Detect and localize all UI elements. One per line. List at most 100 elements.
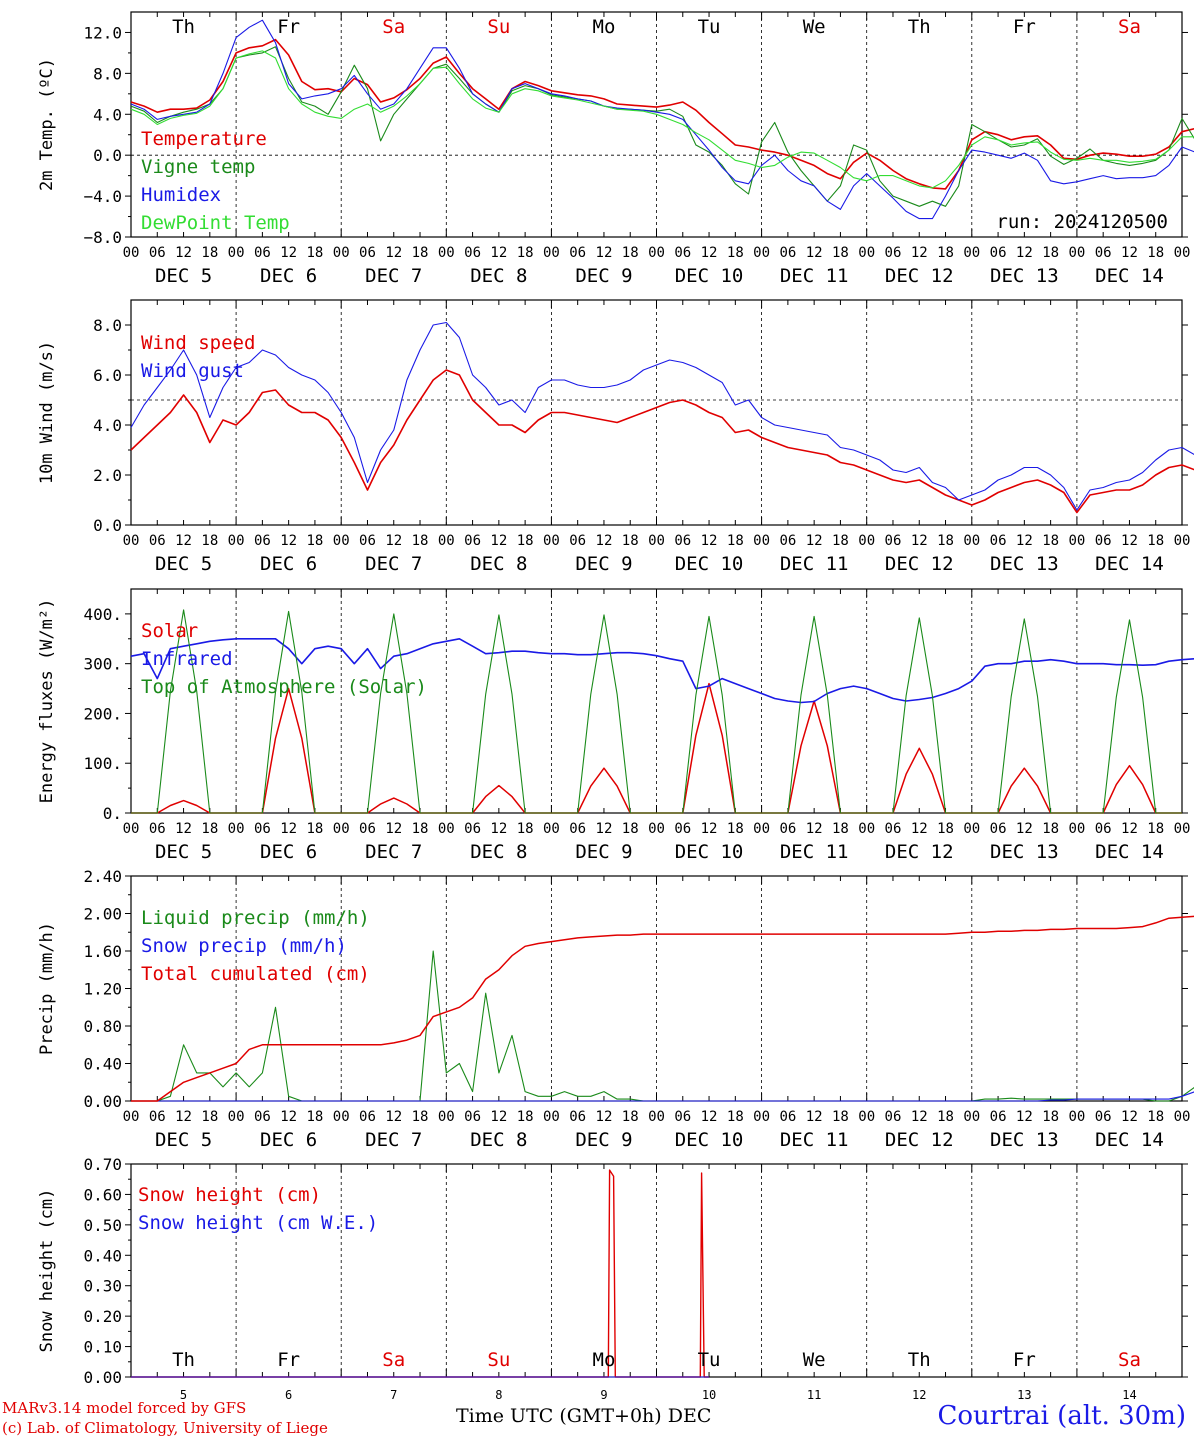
y-tick-label: 0.70: [83, 1155, 122, 1174]
y-tick-label: 1.20: [83, 980, 122, 999]
date-label: DEC 11: [780, 265, 849, 287]
hour-tick-label: 12: [701, 533, 718, 549]
weekday-label: Su: [487, 1349, 510, 1371]
hour-tick-label: 06: [990, 821, 1007, 837]
hour-tick-label: 12: [280, 245, 297, 261]
hour-tick-label: 12: [1016, 533, 1033, 549]
hour-tick-label: 00: [123, 533, 140, 549]
hour-tick-label: 12: [490, 245, 507, 261]
hour-tick-label: 18: [1147, 821, 1164, 837]
hour-tick-label: 00: [963, 533, 980, 549]
hour-tick-label: 12: [1016, 1109, 1033, 1125]
date-label: DEC 8: [470, 841, 527, 863]
y-tick-label: 1.60: [83, 942, 122, 961]
y-tick-label: 4.0: [93, 416, 122, 435]
hour-tick-label: 06: [149, 821, 166, 837]
hour-tick-label: 00: [648, 1109, 665, 1125]
hour-tick-label: 06: [359, 821, 376, 837]
hour-tick-label: 06: [674, 245, 691, 261]
date-label: DEC 13: [990, 841, 1059, 863]
day-number-label: 10: [702, 1388, 716, 1402]
hour-tick-label: 12: [596, 1109, 613, 1125]
y-tick-label: 2.0: [93, 466, 122, 485]
hour-tick-label: 12: [280, 533, 297, 549]
hour-tick-label: 00: [858, 1109, 875, 1125]
hour-tick-label: 18: [1042, 821, 1059, 837]
weekday-label: Mo: [593, 16, 616, 38]
hour-tick-label: 12: [701, 245, 718, 261]
weekday-label: Th: [908, 16, 931, 38]
legend-entry: Solar: [141, 620, 198, 642]
weekday-label: Fr: [277, 1349, 300, 1371]
hour-tick-label: 18: [517, 1109, 534, 1125]
model-credit-line: MARv3.14 model forced by GFS: [2, 1399, 247, 1417]
panel-wind: 0.0 2.0 4.0 6.0 8.0 10m Wind (m/s) Wind speed W…: [37, 299, 1194, 575]
hour-tick-label: 18: [622, 1109, 639, 1125]
y-tick-label: 0.20: [83, 1307, 122, 1326]
hour-tick-label: 18: [517, 821, 534, 837]
hour-tick-label: 18: [937, 821, 954, 837]
hour-tick-label: 06: [779, 533, 796, 549]
hour-tick-label: 12: [385, 533, 402, 549]
date-label: DEC 5: [155, 265, 212, 287]
hour-tick-label: 18: [1042, 1109, 1059, 1125]
date-label: DEC 8: [470, 265, 527, 287]
date-label: DEC 10: [675, 1129, 744, 1151]
hour-tick-label: 00: [648, 245, 665, 261]
hour-tick-label: 12: [911, 1109, 928, 1125]
hour-tick-label: 00: [963, 821, 980, 837]
panel-temp: −8.0 −4.0 0.0 4.0 8.0 12.0 2m Temp. (ºC) Temper…: [37, 11, 1194, 287]
date-label: DEC 5: [155, 841, 212, 863]
hour-tick-label: 18: [937, 533, 954, 549]
hour-tick-label: 06: [254, 1109, 271, 1125]
date-label: DEC 9: [575, 1129, 632, 1151]
hour-tick-label: 00: [1068, 533, 1085, 549]
hour-tick-label: 00: [438, 245, 455, 261]
weekday-label: We: [803, 16, 826, 38]
hour-tick-label: 06: [1095, 821, 1112, 837]
y-tick-label: 4.0: [93, 105, 122, 124]
date-label: DEC 5: [155, 553, 212, 575]
panel-precip: 0.00 0.40 0.80 1.20 1.60 2.00 2.40 Precip (mm/h…: [37, 867, 1194, 1151]
hour-tick-label: 18: [1147, 1109, 1164, 1125]
hour-tick-label: 18: [832, 245, 849, 261]
y-axis-title: 2m Temp. (ºC): [37, 58, 57, 191]
y-tick-label: 0.: [103, 804, 122, 823]
date-label: DEC 14: [1095, 1129, 1164, 1151]
hour-tick-label: 18: [1147, 245, 1164, 261]
y-axis-title: Energy fluxes (W/m²): [37, 599, 57, 804]
weekday-label: Sa: [1118, 16, 1141, 38]
weekday-label: Su: [487, 16, 510, 38]
y-tick-label: 8.0: [93, 64, 122, 83]
hour-tick-label: 12: [385, 821, 402, 837]
date-label: DEC 12: [885, 1129, 954, 1151]
panel-energy: 0. 100. 200. 300. 400. Energy fluxes (W/m²) So…: [37, 588, 1194, 863]
hour-tick-label: 18: [727, 1109, 744, 1125]
y-tick-label: −4.0: [83, 187, 122, 206]
hour-tick-label: 12: [596, 821, 613, 837]
day-number-label: 9: [600, 1388, 607, 1402]
date-label: DEC 13: [990, 553, 1059, 575]
weekday-label: Tu: [698, 16, 721, 38]
day-number-label: 7: [390, 1388, 397, 1402]
day-number-label: 5: [180, 1388, 187, 1402]
hour-tick-label: 18: [937, 245, 954, 261]
hour-tick-label: 06: [254, 245, 271, 261]
hour-tick-label: 12: [1121, 821, 1138, 837]
hour-tick-label: 06: [464, 533, 481, 549]
hour-tick-label: 12: [175, 245, 192, 261]
y-tick-label: 0.0: [93, 146, 122, 165]
hour-tick-label: 00: [1174, 245, 1191, 261]
date-label: DEC 13: [990, 1129, 1059, 1151]
hour-tick-label: 00: [1174, 1109, 1191, 1125]
hour-tick-label: 00: [333, 533, 350, 549]
legend-entry: Humidex: [141, 184, 221, 206]
run-label: run: 2024120500: [996, 211, 1168, 233]
date-label: DEC 10: [675, 841, 744, 863]
y-tick-label: 0.0: [93, 516, 122, 535]
hour-tick-label: 00: [1068, 1109, 1085, 1125]
hour-tick-label: 06: [464, 1109, 481, 1125]
y-tick-label: 0.40: [83, 1246, 122, 1265]
hour-tick-label: 12: [175, 533, 192, 549]
series-line-humidex: [130, 19, 1194, 220]
